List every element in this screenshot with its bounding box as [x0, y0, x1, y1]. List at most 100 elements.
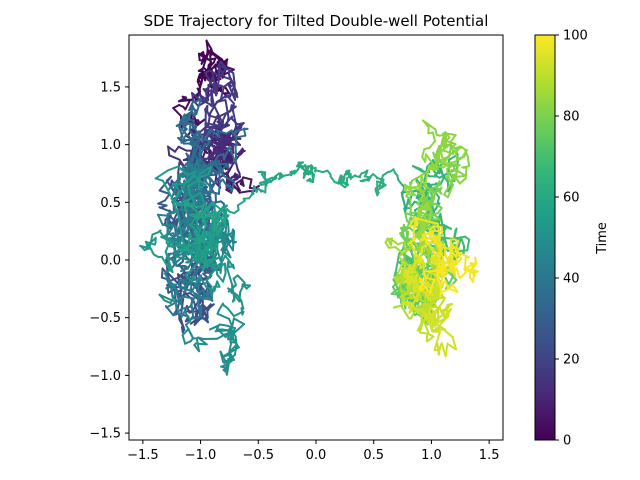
- plot-area: [139, 39, 479, 376]
- trajectory-segment: [206, 74, 217, 79]
- trajectory-segment: [211, 160, 226, 178]
- trajectory-segment: [430, 207, 434, 217]
- trajectory-segment: [388, 246, 397, 249]
- trajectory-segment: [158, 293, 177, 303]
- trajectory-segment: [428, 223, 437, 229]
- x-tick-label: 0.0: [306, 448, 327, 463]
- trajectory-segment: [203, 214, 212, 219]
- trajectory-segment: [400, 192, 407, 210]
- trajectory-segment: [205, 285, 216, 292]
- trajectory-segment: [196, 301, 202, 310]
- trajectory-segment: [180, 267, 189, 273]
- trajectory-segment: [177, 113, 186, 127]
- trajectory-segment: [443, 246, 447, 257]
- trajectory-segment: [460, 149, 468, 160]
- trajectory-segment: [228, 331, 238, 346]
- trajectory-segment: [425, 236, 436, 240]
- trajectory-segment: [204, 128, 212, 140]
- trajectory-segment: [454, 170, 458, 179]
- trajectory-segment: [429, 278, 436, 294]
- trajectory-segment: [429, 310, 437, 318]
- trajectory-segment: [396, 263, 404, 276]
- trajectory-segment: [443, 224, 446, 239]
- trajectory-segment: [223, 80, 233, 88]
- trajectory-segment: [180, 128, 188, 136]
- trajectory-segment: [415, 217, 419, 227]
- trajectory-segment: [236, 274, 244, 282]
- trajectory-segment: [407, 238, 416, 245]
- trajectory-segment: [157, 213, 164, 226]
- trajectory-segment: [434, 296, 446, 300]
- trajectory-segment: [464, 166, 468, 180]
- trajectory-segment: [401, 252, 411, 260]
- trajectory-segment: [466, 155, 471, 168]
- x-tick-label: −1.0: [185, 448, 217, 463]
- trajectory-segment: [216, 312, 230, 320]
- trajectory-segment: [408, 216, 417, 227]
- trajectory-segment: [409, 197, 412, 212]
- trajectory-segment: [180, 236, 186, 246]
- trajectory-segment: [209, 128, 218, 136]
- trajectory-segment: [196, 118, 206, 126]
- trajectory-segment: [195, 98, 202, 116]
- trajectory-segment: [426, 335, 435, 343]
- trajectory-segment: [426, 186, 437, 195]
- trajectory-segment: [226, 307, 235, 318]
- trajectory-segment: [236, 134, 247, 139]
- trajectory-segment: [212, 82, 218, 97]
- trajectory-segment: [166, 271, 180, 286]
- trajectory-segment: [234, 294, 241, 303]
- y-tick-label: −0.5: [89, 311, 121, 326]
- trajectory-segment: [180, 137, 193, 144]
- trajectory-segment: [200, 142, 206, 156]
- trajectory-segment: [228, 317, 233, 327]
- trajectory-segment: [444, 342, 449, 358]
- trajectory-segment: [198, 93, 208, 101]
- trajectory-segment: [282, 173, 292, 177]
- colorbar-tick-label: 20: [563, 353, 580, 368]
- trajectory-segment: [202, 164, 211, 180]
- trajectory: [139, 39, 479, 376]
- trajectory-segment: [236, 199, 246, 207]
- trajectory-segment: [408, 226, 417, 235]
- y-tick-label: 0.5: [100, 196, 121, 211]
- trajectory-segment: [175, 264, 188, 268]
- trajectory-segment: [232, 183, 241, 194]
- trajectory-segment: [187, 328, 194, 339]
- trajectory-segment: [171, 283, 178, 294]
- trajectory-segment: [460, 236, 466, 248]
- trajectory-segment: [172, 107, 182, 117]
- trajectory-segment: [225, 363, 228, 374]
- trajectory-segment: [424, 153, 434, 165]
- trajectory-segment: [424, 170, 429, 187]
- trajectory-segment: [451, 336, 458, 351]
- trajectory-segment: [217, 124, 226, 135]
- trajectory-segment: [444, 276, 451, 286]
- trajectory-segment: [218, 330, 227, 339]
- trajectory-segment: [164, 250, 174, 274]
- trajectory-segment: [185, 98, 192, 109]
- y-tick-label: 1.0: [100, 138, 121, 153]
- trajectory-segment: [446, 342, 458, 351]
- trajectory-segment: [414, 252, 424, 261]
- trajectory-segment: [177, 145, 188, 152]
- trajectory-segment: [199, 165, 212, 175]
- trajectory-segment: [164, 193, 171, 202]
- trajectory-segment: [441, 131, 447, 141]
- trajectory-segment: [215, 76, 221, 97]
- trajectory-segment: [420, 196, 428, 206]
- trajectory-segment: [208, 114, 218, 119]
- trajectory-segment: [235, 183, 241, 192]
- trajectory-segment: [231, 343, 238, 351]
- trajectory-segment: [225, 94, 235, 105]
- trajectory-segment: [149, 246, 155, 256]
- trajectory-segment: [242, 283, 252, 287]
- trajectory-segment: [206, 256, 222, 262]
- trajectory-segment: [181, 334, 187, 345]
- trajectory-segment: [436, 274, 442, 290]
- trajectory-segment: [411, 165, 424, 173]
- trajectory-segment: [227, 68, 235, 75]
- trajectory-segment: [163, 299, 172, 304]
- trajectory-segment: [454, 174, 467, 178]
- trajectory-segment: [216, 249, 222, 262]
